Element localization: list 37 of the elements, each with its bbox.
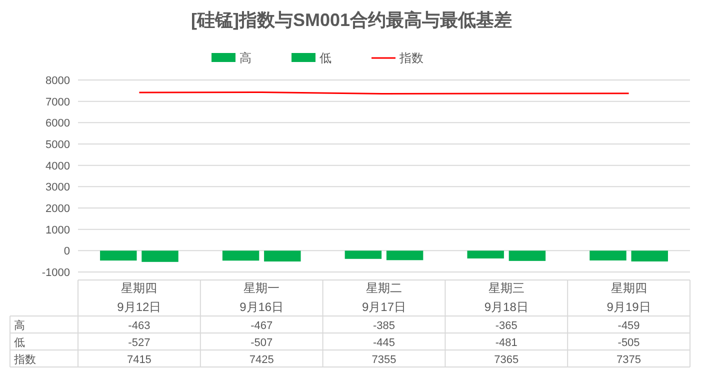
data-label: 7425: [249, 354, 274, 366]
data-label: 7355: [372, 354, 396, 366]
x-tick-label: 星期三 9月18日: [484, 281, 528, 314]
y-tick-label: 3000: [46, 182, 70, 194]
data-label: -365: [495, 320, 518, 332]
data-label: -459: [618, 320, 640, 332]
legend-label: 高: [240, 51, 252, 65]
y-tick-label: 5000: [46, 139, 70, 151]
text: 指数: [14, 354, 36, 366]
x-tick-label: 星期二 9月17日: [362, 281, 406, 314]
data-label: 7415: [126, 354, 152, 366]
x-tick-label: 星期四 9月19日: [606, 281, 651, 314]
chart-title: [硅锰]指数与SM001合约最高与最低基差: [190, 10, 512, 30]
text: 高: [14, 320, 25, 332]
data-label: -467: [250, 320, 273, 332]
y-tick-label: 2000: [46, 203, 70, 215]
y-tick-label: 6000: [46, 118, 70, 130]
text: 低: [14, 337, 25, 349]
data-label: -507: [250, 337, 273, 349]
data-label: -463: [128, 320, 150, 332]
data-label: -385: [372, 320, 396, 332]
y-tick-label: -1000: [42, 267, 70, 279]
y-tick-label: 7000: [46, 96, 70, 108]
data-label: 7365: [494, 354, 519, 366]
x-tick-label: 星期一 9月16日: [240, 281, 284, 314]
legend-label: 低: [320, 51, 332, 65]
data-label: -527: [128, 337, 150, 349]
data-label: -445: [372, 337, 396, 349]
data-label: -505: [618, 337, 640, 349]
y-tick-label: 0: [64, 246, 70, 258]
y-tick-label: 4000: [46, 160, 70, 172]
legend-label: 指数: [398, 51, 424, 65]
data-label: -481: [495, 337, 518, 349]
x-tick-label: 星期四 9月12日: [117, 281, 162, 314]
y-tick-label: 8000: [46, 75, 70, 87]
y-tick-label: 1000: [46, 224, 70, 236]
data-label: 7375: [616, 354, 642, 366]
